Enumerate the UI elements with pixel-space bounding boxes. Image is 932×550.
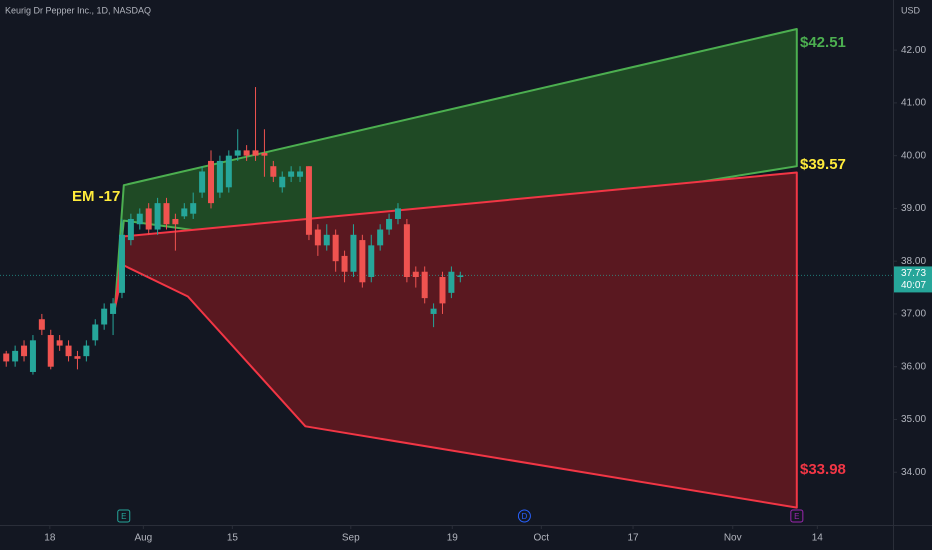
annotation: $42.51 <box>800 34 846 51</box>
candle-body <box>314 229 321 246</box>
annotation: $33.98 <box>800 461 846 478</box>
countdown-label: 40:07 <box>901 280 926 291</box>
candle-body <box>136 213 143 225</box>
x-tick-label: Aug <box>134 533 152 544</box>
y-tick-label: 42.00 <box>901 45 926 56</box>
candle-body <box>199 171 206 193</box>
event-label: E <box>121 512 126 521</box>
y-tick-label: 37.00 <box>901 309 926 320</box>
y-tick-label: 35.00 <box>901 414 926 425</box>
candle-body <box>377 229 384 246</box>
y-tick-label: 38.00 <box>901 256 926 267</box>
y-tick-label: 41.00 <box>901 98 926 109</box>
candle-body <box>101 308 108 325</box>
candle-body <box>47 335 54 367</box>
x-tick-label: 14 <box>812 533 824 544</box>
y-tick-label: 36.00 <box>901 361 926 372</box>
candle-body <box>74 356 81 359</box>
candle-body <box>430 308 437 314</box>
event-marker <box>790 509 804 523</box>
candle-body <box>3 353 10 362</box>
candle-body <box>368 245 375 278</box>
annotation: EM -17 <box>72 188 120 205</box>
candle-body <box>110 303 117 314</box>
candle-body <box>163 203 170 225</box>
candle-body <box>208 160 215 204</box>
candle-body <box>243 150 250 156</box>
last-price-box <box>894 266 932 293</box>
candle-body <box>323 234 330 246</box>
x-tick-label: 15 <box>227 533 239 544</box>
x-tick-label: 17 <box>627 533 639 544</box>
candle-body <box>29 340 36 372</box>
expected-move-band <box>113 171 798 509</box>
candle-body <box>234 150 241 156</box>
candle-body <box>92 324 99 341</box>
candle-body <box>38 319 45 330</box>
candle-body <box>83 345 90 357</box>
x-tick-label: 19 <box>447 533 459 544</box>
chart-title: Keurig Dr Pepper Inc., 1D, NASDAQ <box>5 5 151 15</box>
candle-body <box>332 234 339 262</box>
y-tick-label: 40.00 <box>901 150 926 161</box>
last-price-label: 37.73 <box>901 268 926 279</box>
x-tick-label: Oct <box>534 533 550 544</box>
candle-body <box>359 240 366 283</box>
currency-label: USD <box>901 5 921 15</box>
candle-body <box>341 255 348 272</box>
x-tick-label: Sep <box>342 533 360 544</box>
candle-body <box>145 208 152 230</box>
candle-body <box>21 345 28 357</box>
candle-body <box>412 271 419 278</box>
candle-body <box>12 350 19 362</box>
candle-body <box>216 160 223 193</box>
x-tick-label: 18 <box>44 533 56 544</box>
candle-body <box>252 150 259 156</box>
candle-body <box>65 345 72 357</box>
candle-body <box>190 203 197 214</box>
event-marker <box>117 509 131 523</box>
candle-body <box>172 218 179 225</box>
candle-body <box>181 208 188 217</box>
candle-body <box>439 277 446 304</box>
candle-body <box>394 208 401 219</box>
candle-body <box>261 153 268 156</box>
candle-body <box>448 271 455 293</box>
candle-body <box>305 166 312 235</box>
candle-body <box>288 171 295 177</box>
candle-body <box>225 155 232 188</box>
candle-body <box>403 224 410 278</box>
event-label: E <box>794 512 799 521</box>
candle-body <box>118 234 125 293</box>
candle-body <box>386 218 393 230</box>
candle-body <box>421 271 428 299</box>
event-label: D <box>522 512 528 521</box>
candle-body <box>154 203 161 230</box>
y-tick-label: 39.00 <box>901 203 926 214</box>
candle-body <box>270 166 277 177</box>
candle-body <box>279 176 286 188</box>
x-tick-label: Nov <box>724 533 742 544</box>
candle-body <box>350 234 357 272</box>
y-tick-label: 34.00 <box>901 467 926 478</box>
annotation: $39.57 <box>800 156 846 173</box>
event-marker <box>517 509 531 523</box>
candle-body <box>56 340 63 346</box>
candle-body <box>297 171 304 177</box>
candle-body <box>457 275 464 278</box>
candle-body <box>127 218 134 241</box>
